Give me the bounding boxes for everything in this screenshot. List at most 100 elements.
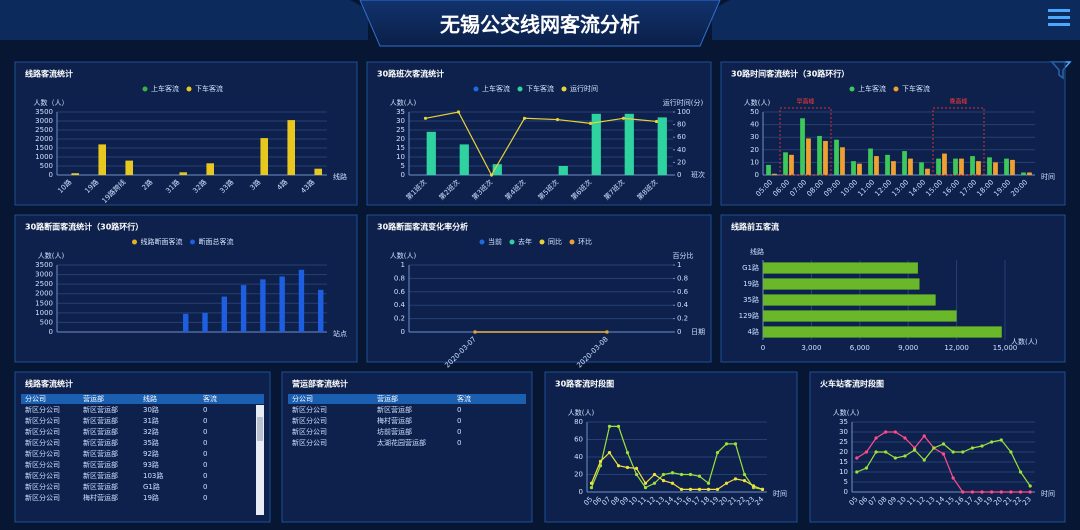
line-point [654,119,659,124]
line-point [625,465,630,470]
table-cell: 0 [203,428,207,436]
y-tick-label: 20 [839,448,848,456]
line-point [643,486,648,490]
bar [902,151,907,175]
y-tick-label: 5 [401,162,405,170]
y-tick-label: 35 [396,108,405,116]
bar [763,278,920,290]
table-cell: 103路 [143,471,163,480]
x-tick-label: 12 [645,495,657,507]
table-cell: 新区营运部 [83,438,118,447]
table-header-bg [288,394,526,404]
y2-tick-label: 0.4 [677,301,689,309]
y-tick-label: 30 [839,428,848,436]
line-point [951,476,955,480]
line-point [589,481,594,485]
bar [800,118,805,175]
table-cell: 0 [457,406,461,414]
line-point [760,487,765,491]
y2-tick-label: 80 [677,121,686,129]
legend-label: 运行时间 [570,84,598,93]
panel-title: 30路时间客流统计（30路环行） [731,69,849,79]
x-tick-label: 6,000 [850,344,870,352]
table-cell: 新区分公司 [25,438,60,447]
line-point [616,464,621,468]
x-tick-label: 22 [735,495,747,507]
y-tick-label: 25 [396,126,405,134]
legend-label: 上车客流 [858,84,886,93]
line-point [697,487,702,491]
table-cell: 0 [457,439,461,447]
line-point [1028,484,1032,488]
line-point [855,456,859,460]
line-point [980,444,984,448]
line-point [961,450,965,454]
bar [959,158,964,175]
table-cell: 新区营运部 [83,471,118,480]
bar [857,163,862,175]
bar [919,162,924,175]
line [425,111,657,177]
line-point [1009,450,1013,454]
legend-label: 下车客流 [195,84,223,93]
header-right-plate [712,0,1080,40]
legend-swatch [479,239,485,245]
line-point [688,487,693,491]
line-point [922,458,926,462]
y-tick-label: 2500 [35,126,53,134]
y-tick-label: 5 [844,478,848,486]
bar [459,144,469,175]
table-cell: 太湖花园营运部 [377,438,426,447]
header-plate [359,0,721,47]
x-axis-label: 人数(人) [1011,337,1038,346]
bar [206,163,215,175]
y-tick-label: 500 [40,318,53,326]
legend-label: 当前 [488,237,502,246]
bar [98,144,107,175]
table-cell: 0 [203,450,207,458]
menu-button[interactable] [1048,9,1070,26]
bar [783,152,788,175]
legend-swatch [561,86,567,92]
x-tick-label: 20 [992,495,1004,507]
legend-label: 环比 [578,237,592,246]
x-tick-label: 12,000 [944,344,969,352]
line-point [1009,490,1013,494]
y-tick-label: 0.2 [394,315,405,323]
bar [657,117,667,175]
panel [720,61,1066,206]
table-header: 客流 [203,394,217,403]
y-tick-label: 0 [49,328,53,336]
table-header: 营运部 [83,394,104,403]
line-point [742,479,747,483]
bar [279,276,285,332]
line-point [652,472,657,477]
line-point [473,330,477,334]
y-tick-label: 40 [574,453,583,461]
line-point [742,472,747,477]
bar [772,173,777,175]
table-cell: 新区分公司 [25,416,60,425]
x-tick-label: 13 [654,495,666,507]
x-tick-label: 17 [963,495,975,507]
y-tick-label: 30 [396,117,405,125]
line-point [715,451,720,455]
x-tick-label: 10 [896,495,908,507]
panel [366,214,712,363]
y-tick-label: 129路 [739,311,759,320]
line-point [598,459,603,463]
x-tick-label: 13 [925,495,937,507]
legend-swatch [517,86,523,92]
x-tick-label: 15 [672,495,684,507]
line-point [999,490,1003,494]
y2-tick-label: 20 [677,158,686,166]
y2-tick-label: 1 [677,261,681,269]
y-tick-label: 1000 [35,309,53,317]
y2-axis-label: 百分比 [673,251,694,260]
line-point [661,479,666,483]
panel-title: 30路断面客流变化率分析 [377,222,468,232]
bar [908,158,913,175]
y-tick-label: 15 [839,458,848,466]
y-axis-label: 人数(人) [568,408,595,417]
